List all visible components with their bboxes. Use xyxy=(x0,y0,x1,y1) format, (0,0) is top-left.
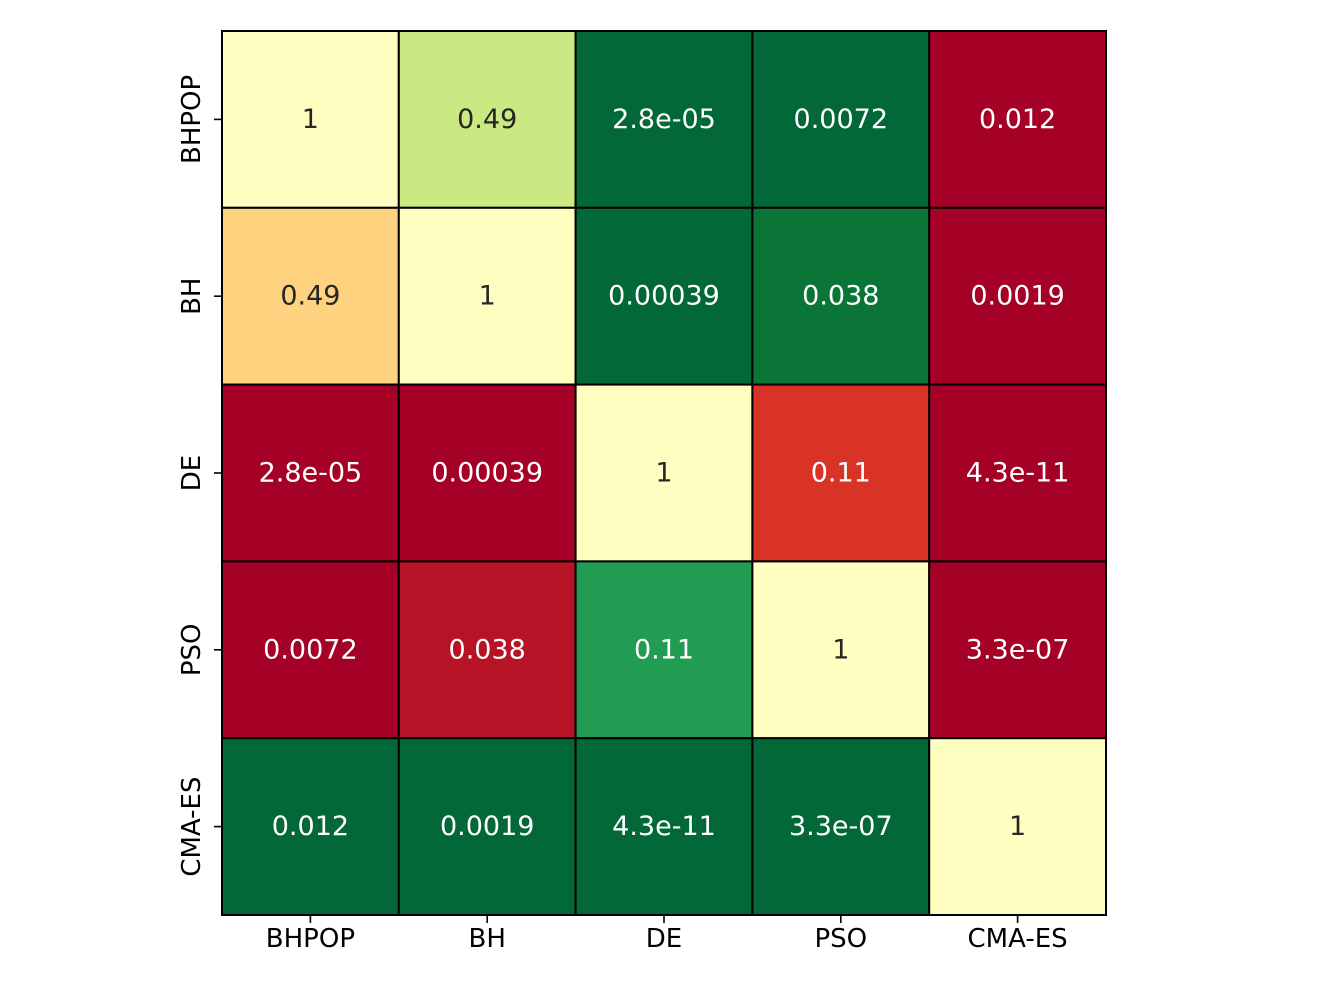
y-tick-label-CMA-ES: CMA-ES xyxy=(177,777,207,877)
heatmap-cell-BHPOP-DE xyxy=(574,30,754,209)
heatmap-cell-BHPOP-BH xyxy=(397,30,577,209)
x-tick-label-PSO: PSO xyxy=(814,924,867,954)
heatmap-cell-CMA-ES-CMA-ES xyxy=(928,737,1108,917)
x-tick-label-CMA-ES: CMA-ES xyxy=(968,924,1068,954)
cell-value-label: 0.49 xyxy=(457,104,517,135)
cell-value-label: 1 xyxy=(1009,811,1026,842)
heatmap-cell-BHPOP-PSO xyxy=(751,30,931,209)
heatmap-cell-CMA-ES-DE xyxy=(574,737,754,917)
heatmap-cell-DE-DE xyxy=(574,383,754,563)
cell-value-label: 1 xyxy=(655,458,672,489)
cell-value-label: 0.11 xyxy=(811,458,871,489)
cell-value-label: 0.00039 xyxy=(608,281,720,312)
heatmap-cell-DE-CMA-ES xyxy=(928,383,1108,563)
heatmap-cell-PSO-PSO xyxy=(751,560,931,740)
heatmap-cell-BH-BHPOP xyxy=(221,206,400,386)
cell-value-label: 0.0072 xyxy=(794,104,888,135)
heatmap-cell-BHPOP-CMA-ES xyxy=(928,30,1108,209)
x-tick-label-BHPOP: BHPOP xyxy=(266,924,355,954)
cell-value-label: 0.0072 xyxy=(263,634,357,665)
heatmap-cell-PSO-DE xyxy=(574,560,754,740)
cell-value-label: 0.038 xyxy=(802,281,879,312)
axis-ticks: BHPOP BH DE PSO CMA-ES BHPOP BH DE PSO CMA-ES xyxy=(177,75,1068,954)
y-tick-label-BH: BH xyxy=(177,278,207,315)
x-tick-label-DE: DE xyxy=(646,924,682,954)
y-tick-label-PSO: PSO xyxy=(177,623,207,676)
y-tick-label-BHPOP: BHPOP xyxy=(177,75,207,164)
heatmap-cell-PSO-BH xyxy=(397,560,577,740)
cell-value-label: 0.0019 xyxy=(970,281,1064,312)
cell-value-label: 2.8e-05 xyxy=(612,104,716,135)
cell-value-label: 1 xyxy=(302,104,319,135)
cell-value-label: 3.3e-07 xyxy=(966,634,1070,665)
cell-value-label: 4.3e-11 xyxy=(612,811,716,842)
cell-value-label: 0.012 xyxy=(979,104,1056,135)
heatmap-cell-BH-DE xyxy=(574,206,754,386)
heatmap-cell-BH-CMA-ES xyxy=(928,206,1108,386)
cell-value-label: 2.8e-05 xyxy=(259,458,363,489)
heatmap-cell-CMA-ES-BH xyxy=(397,737,577,917)
cell-value-label: 0.00039 xyxy=(431,458,543,489)
cell-value-label: 0.11 xyxy=(634,634,694,665)
heatmap-cell-CMA-ES-BHPOP xyxy=(221,737,400,917)
x-tick-label-BH: BH xyxy=(469,924,506,954)
cell-value-label: 1 xyxy=(479,281,496,312)
y-tick-label-DE: DE xyxy=(177,455,207,491)
heatmap-cell-PSO-CMA-ES xyxy=(928,560,1108,740)
cell-value-label: 0.038 xyxy=(449,634,526,665)
heatmap-cell-DE-PSO xyxy=(751,383,931,563)
cell-value-label: 0.012 xyxy=(272,811,349,842)
heatmap-cell-BHPOP-BHPOP xyxy=(221,30,400,209)
cell-value-label: 1 xyxy=(832,634,849,665)
cell-value-label: 3.3e-07 xyxy=(789,811,893,842)
cell-value-label: 0.0019 xyxy=(440,811,534,842)
heatmap-cell-DE-BH xyxy=(397,383,577,563)
cell-value-label: 0.49 xyxy=(280,281,340,312)
heatmap-cells: 1 0.49 2.8e-05 0.0072 0.012 0.49 1 0.00039 0.038… xyxy=(221,30,1108,917)
cell-value-label: 4.3e-11 xyxy=(966,458,1070,489)
